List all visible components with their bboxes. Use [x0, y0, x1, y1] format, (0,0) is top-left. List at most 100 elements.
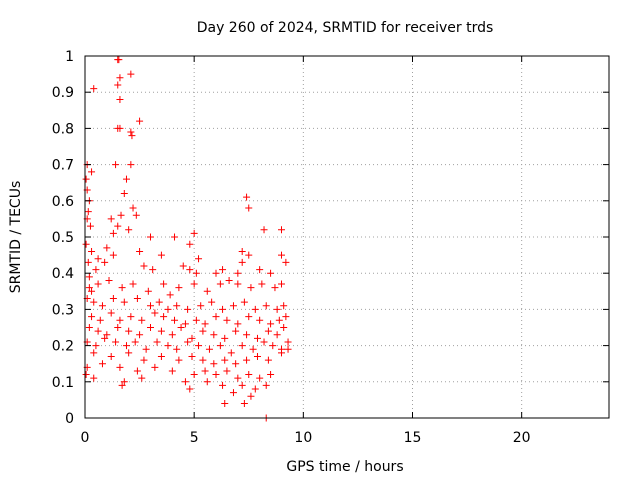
data-point	[127, 128, 135, 136]
data-point	[168, 367, 176, 375]
data-point	[157, 327, 165, 335]
data-point	[129, 280, 137, 288]
data-point	[243, 356, 251, 364]
data-point	[256, 316, 264, 324]
data-point	[107, 309, 115, 317]
data-point	[199, 356, 207, 364]
data-point	[88, 313, 96, 321]
data-point	[118, 381, 126, 389]
data-point	[133, 367, 141, 375]
y-axis-label: SRMTID / TECUs	[8, 181, 24, 294]
data-point	[171, 316, 179, 324]
data-point	[125, 327, 133, 335]
data-point	[88, 287, 96, 295]
data-point	[114, 222, 122, 230]
y-tick-label: 1	[65, 49, 74, 65]
data-point	[280, 324, 288, 331]
data-point	[115, 56, 123, 64]
data-point	[234, 374, 242, 382]
data-point	[166, 291, 174, 299]
data-point	[96, 316, 104, 324]
x-axis-label: GPS time / hours	[286, 459, 403, 475]
data-point	[116, 95, 124, 103]
data-point	[243, 331, 251, 339]
data-point	[188, 334, 196, 342]
data-point	[282, 313, 290, 321]
data-point	[262, 381, 270, 389]
y-tick-label: 0.4	[52, 266, 74, 282]
data-point	[125, 349, 133, 357]
data-point	[245, 371, 253, 379]
data-point	[177, 324, 185, 331]
data-point	[144, 287, 152, 295]
data-point	[92, 342, 100, 350]
data-point	[184, 338, 192, 346]
data-point	[140, 356, 148, 364]
y-tick-label: 0.7	[52, 158, 74, 174]
data-point	[271, 284, 279, 292]
data-point	[112, 338, 120, 346]
data-point	[186, 385, 194, 393]
data-point	[88, 247, 96, 255]
data-point	[136, 331, 144, 339]
data-point	[116, 316, 124, 324]
data-point	[90, 85, 98, 93]
data-point	[269, 342, 277, 350]
data-point	[98, 302, 106, 310]
data-point	[107, 352, 115, 360]
data-point	[249, 345, 257, 353]
data-point	[103, 244, 111, 252]
data-point	[160, 313, 168, 321]
data-point	[133, 295, 141, 303]
x-tick-label: 15	[404, 430, 422, 446]
data-point	[278, 251, 285, 259]
data-point	[186, 266, 194, 274]
data-point	[94, 255, 102, 263]
data-point	[245, 251, 253, 259]
data-point	[147, 324, 154, 331]
data-point	[223, 316, 231, 324]
data-point	[190, 229, 198, 237]
y-tick-labels: 0 0.1 0.2 0.3 0.4 0.5 0.6 0.7 0.8 0.9 1	[52, 49, 74, 427]
data-point	[280, 302, 288, 310]
data-point	[82, 240, 90, 248]
data-point	[127, 313, 135, 321]
data-point	[117, 211, 125, 219]
data-point	[240, 400, 248, 408]
data-point	[114, 81, 122, 89]
data-point	[221, 400, 229, 408]
data-point	[278, 280, 285, 288]
data-point	[164, 305, 172, 313]
data-point	[136, 117, 144, 125]
data-point	[157, 251, 165, 259]
data-point	[85, 324, 93, 331]
data-point	[179, 262, 187, 270]
data-point	[219, 381, 227, 389]
data-point	[122, 342, 130, 350]
data-point	[84, 258, 92, 266]
data-point	[181, 320, 189, 328]
data-point	[234, 269, 242, 277]
data-point	[88, 168, 96, 176]
data-point	[109, 251, 117, 259]
data-point	[208, 298, 216, 306]
data-point	[128, 132, 136, 140]
data-point	[256, 266, 264, 274]
data-point	[225, 276, 233, 284]
data-point	[212, 269, 220, 277]
data-point	[203, 287, 211, 295]
data-point	[229, 389, 237, 397]
data-point	[136, 247, 144, 255]
y-tick-label: 0.6	[52, 194, 74, 210]
data-point	[238, 342, 246, 350]
data-point	[212, 313, 220, 321]
axis-ticks	[84, 55, 609, 419]
data-point	[210, 331, 218, 339]
data-point	[192, 316, 200, 324]
data-point	[282, 258, 290, 266]
data-point	[238, 247, 246, 255]
data-point	[216, 280, 224, 288]
y-tick-label: 0.8	[52, 121, 74, 137]
data-point	[253, 334, 261, 342]
